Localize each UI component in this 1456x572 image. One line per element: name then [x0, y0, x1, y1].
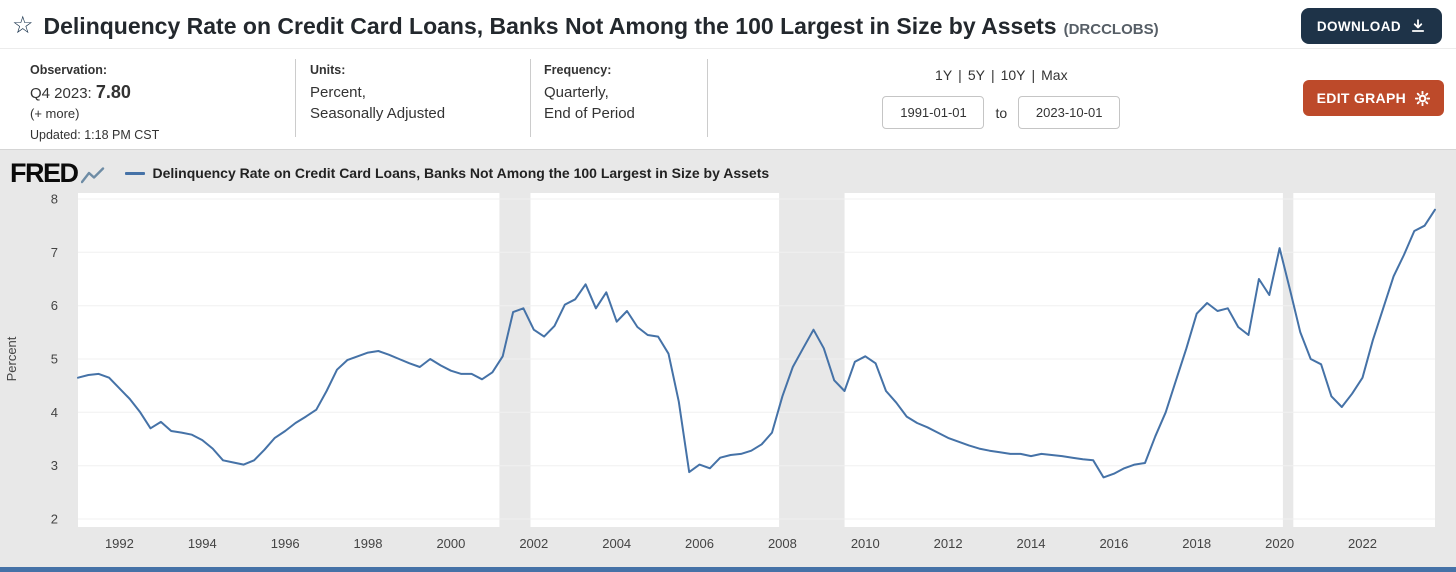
x-tick-label: 2016: [1099, 536, 1128, 551]
y-tick-label: 3: [51, 458, 58, 473]
fred-logo[interactable]: FRED: [10, 157, 107, 188]
frequency-value-line1: Quarterly,: [544, 84, 609, 101]
date-range-to-label: to: [995, 104, 1008, 121]
x-tick-label: 2008: [768, 536, 797, 551]
legend-line-swatch: [124, 171, 145, 175]
observation-value: 7.80: [95, 82, 131, 102]
units-section: Units: Percent, Seasonally Adjusted: [296, 59, 531, 137]
data-line: [77, 208, 1436, 479]
y-tick-label: 6: [51, 298, 58, 313]
plot-background: [78, 193, 1435, 527]
gear-icon: [1415, 90, 1430, 106]
series-title: Delinquency Rate on Credit Card Loans, B…: [43, 12, 1057, 39]
recession-band: [499, 193, 531, 527]
chart-header-bar: FRED Delinquency Rate on Credit Card Loa…: [0, 155, 1456, 189]
x-tick-label: 1992: [105, 536, 134, 551]
observation-section: Observation: Q4 2023: 7.80 (+ more) Upda…: [0, 59, 296, 142]
edit-graph-label: EDIT GRAPH: [1316, 90, 1406, 106]
legend-series-label: Delinquency Rate on Credit Card Loans, B…: [152, 165, 770, 181]
y-tick-label: 7: [51, 245, 58, 260]
units-value-line2: Seasonally Adjusted: [310, 105, 446, 122]
x-tick-label: 2014: [1017, 536, 1046, 551]
y-tick-label: 2: [51, 512, 58, 527]
range-10y-link[interactable]: 10Y: [1000, 67, 1026, 83]
download-icon: [1411, 19, 1425, 32]
x-tick-label: 2004: [602, 536, 631, 551]
y-tick-label: 5: [51, 352, 58, 367]
x-tick-label: 2020: [1265, 536, 1294, 551]
x-tick-label: 2000: [436, 536, 465, 551]
fred-logo-text: FRED: [10, 157, 79, 188]
download-button[interactable]: DOWNLOAD: [1300, 8, 1442, 44]
updated-timestamp: Updated: 1:18 PM CST: [30, 128, 160, 142]
more-observations-link[interactable]: (+ more): [30, 106, 80, 121]
favorite-star-icon[interactable]: ☆: [12, 12, 34, 39]
x-tick-label: 2006: [685, 536, 714, 551]
date-range-section: 1Y | 5Y | 10Y | Max to: [708, 59, 1295, 137]
fred-logo-chart-icon: [80, 167, 104, 184]
x-tick-label: 1996: [271, 536, 300, 551]
edit-graph-section: EDIT GRAPH: [1295, 59, 1456, 137]
range-separator: |: [1031, 67, 1036, 83]
x-tick-label: 2002: [519, 536, 548, 551]
range-1y-link[interactable]: 1Y: [935, 67, 953, 83]
range-5y-link[interactable]: 5Y: [967, 67, 985, 83]
y-axis-title: Percent: [4, 336, 19, 381]
recession-band: [1282, 193, 1294, 527]
x-tick-label: 2022: [1348, 536, 1377, 551]
y-tick-label: 8: [51, 192, 58, 207]
series-id: (DRCCLOBS): [1063, 20, 1159, 38]
units-label: Units:: [310, 63, 346, 77]
edit-graph-button[interactable]: EDIT GRAPH: [1302, 80, 1444, 116]
page-title: Delinquency Rate on Credit Card Loans, B…: [44, 13, 1159, 40]
y-tick-label: 4: [51, 405, 58, 420]
chart-section: FRED Delinquency Rate on Credit Card Loa…: [0, 150, 1456, 567]
meta-panel: Observation: Q4 2023: 7.80 (+ more) Upda…: [0, 48, 1456, 150]
range-max-link[interactable]: Max: [1041, 67, 1068, 83]
units-value-line1: Percent,: [310, 84, 366, 101]
delinquency-rate-chart[interactable]: 2 3 4 5 6 7 8 1992 1994 1996 1998 2000 2002 2004 2006 2…: [0, 189, 1456, 561]
observation-label: Observation:: [30, 63, 108, 77]
frequency-label: Frequency:: [544, 63, 612, 77]
x-tick-label: 1998: [354, 536, 383, 551]
observation-line: Q4 2023: 7.80: [30, 82, 275, 103]
x-tick-label: 2012: [934, 536, 963, 551]
x-tick-label: 2018: [1182, 536, 1211, 551]
start-date-input[interactable]: [882, 96, 985, 129]
footer-accent-bar: [0, 567, 1456, 572]
range-separator: |: [990, 67, 995, 83]
range-selector: 1Y | 5Y | 10Y | Max: [933, 67, 1070, 83]
range-separator: |: [958, 67, 962, 83]
page-header: ☆ Delinquency Rate on Credit Card Loans,…: [0, 0, 1456, 48]
frequency-value-line2: End of Period: [544, 105, 635, 122]
chart-legend: Delinquency Rate on Credit Card Loans, B…: [124, 165, 770, 181]
recession-band: [779, 193, 845, 527]
download-label: DOWNLOAD: [1316, 18, 1401, 34]
end-date-input[interactable]: [1018, 96, 1121, 129]
date-range-inputs: to: [882, 96, 1121, 129]
frequency-section: Frequency: Quarterly, End of Period: [531, 59, 708, 137]
x-tick-label: 2010: [851, 536, 880, 551]
x-tick-label: 1994: [188, 536, 217, 551]
observation-period: Q4 2023:: [30, 85, 92, 102]
